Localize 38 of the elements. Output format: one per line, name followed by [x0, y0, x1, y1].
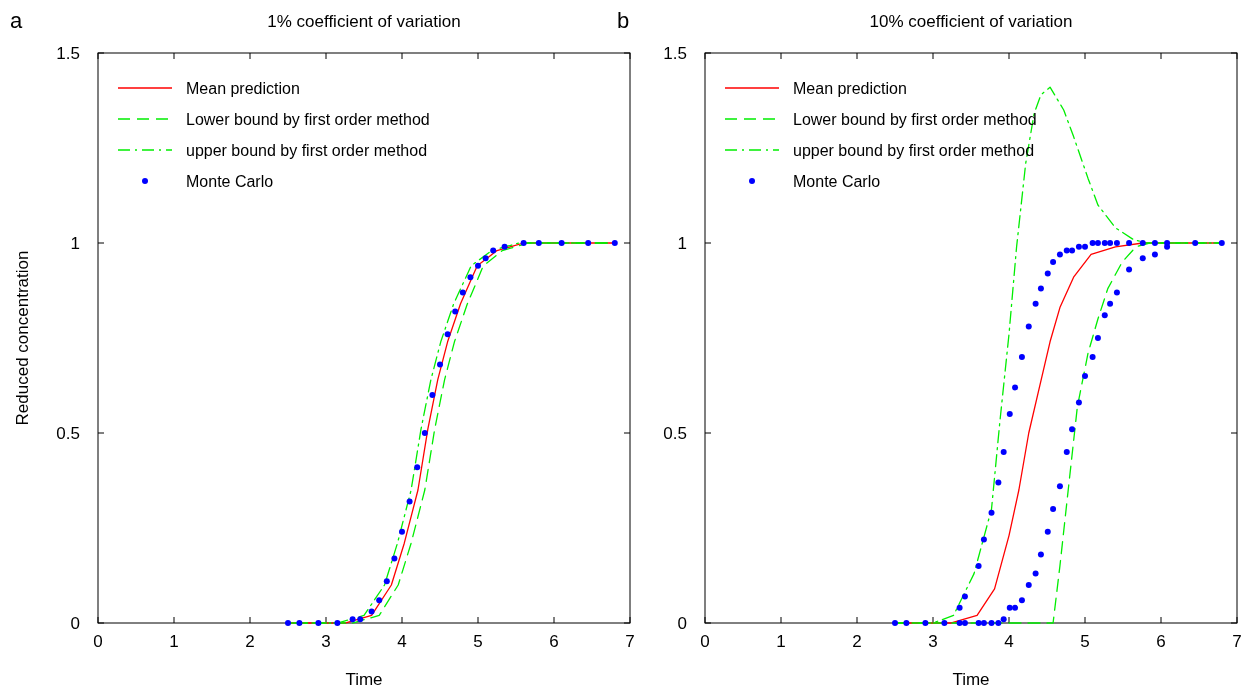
x-tick-label: 7 — [1232, 632, 1242, 651]
x-tick-label: 5 — [473, 632, 483, 651]
x-tick-label: 1 — [776, 632, 786, 651]
x-tick-label: 4 — [397, 632, 407, 651]
legend-label: Monte Carlo — [186, 173, 274, 190]
y-tick-label: 1.5 — [56, 44, 80, 63]
x-tick-label: 6 — [549, 632, 559, 651]
x-axis-title: Time — [952, 670, 990, 689]
x-tick-label: 2 — [852, 632, 862, 651]
x-tick-label: 0 — [93, 632, 103, 651]
x-tick-label: 7 — [625, 632, 635, 651]
y-tick-label: 1 — [70, 234, 80, 253]
legend-label: Monte Carlo — [793, 173, 881, 190]
y-tick-label: 1 — [677, 234, 687, 253]
y-tick-label: 0 — [677, 614, 687, 633]
x-tick-label: 3 — [321, 632, 331, 651]
y-tick-label: 1.5 — [663, 44, 687, 63]
legend-label: Mean prediction — [186, 80, 300, 97]
legend-label: Lower bound by first order method — [793, 111, 1037, 128]
x-tick-label: 1 — [169, 632, 179, 651]
x-axis-title: Time — [345, 670, 383, 689]
x-tick-label: 0 — [700, 632, 710, 651]
x-tick-label: 2 — [245, 632, 255, 651]
y-tick-label: 0.5 — [663, 424, 687, 443]
x-tick-label: 6 — [1156, 632, 1166, 651]
y-tick-label: 0 — [70, 614, 80, 633]
legend-label: upper bound by first order method — [186, 142, 428, 159]
x-tick-label: 3 — [928, 632, 938, 651]
text: a — [10, 8, 23, 33]
chart-title: 10% coefficient of variation — [869, 12, 1073, 31]
text: b — [617, 8, 630, 33]
y-tick-label: 0.5 — [56, 424, 80, 443]
legend-label: Lower bound by first order method — [186, 111, 430, 128]
legend-label: Mean prediction — [793, 80, 907, 97]
x-tick-label: 5 — [1080, 632, 1090, 651]
x-tick-label: 4 — [1004, 632, 1014, 651]
y-axis-title: Reduced concentration — [13, 250, 32, 426]
chart-title: 1% coefficient of variation — [267, 12, 461, 31]
